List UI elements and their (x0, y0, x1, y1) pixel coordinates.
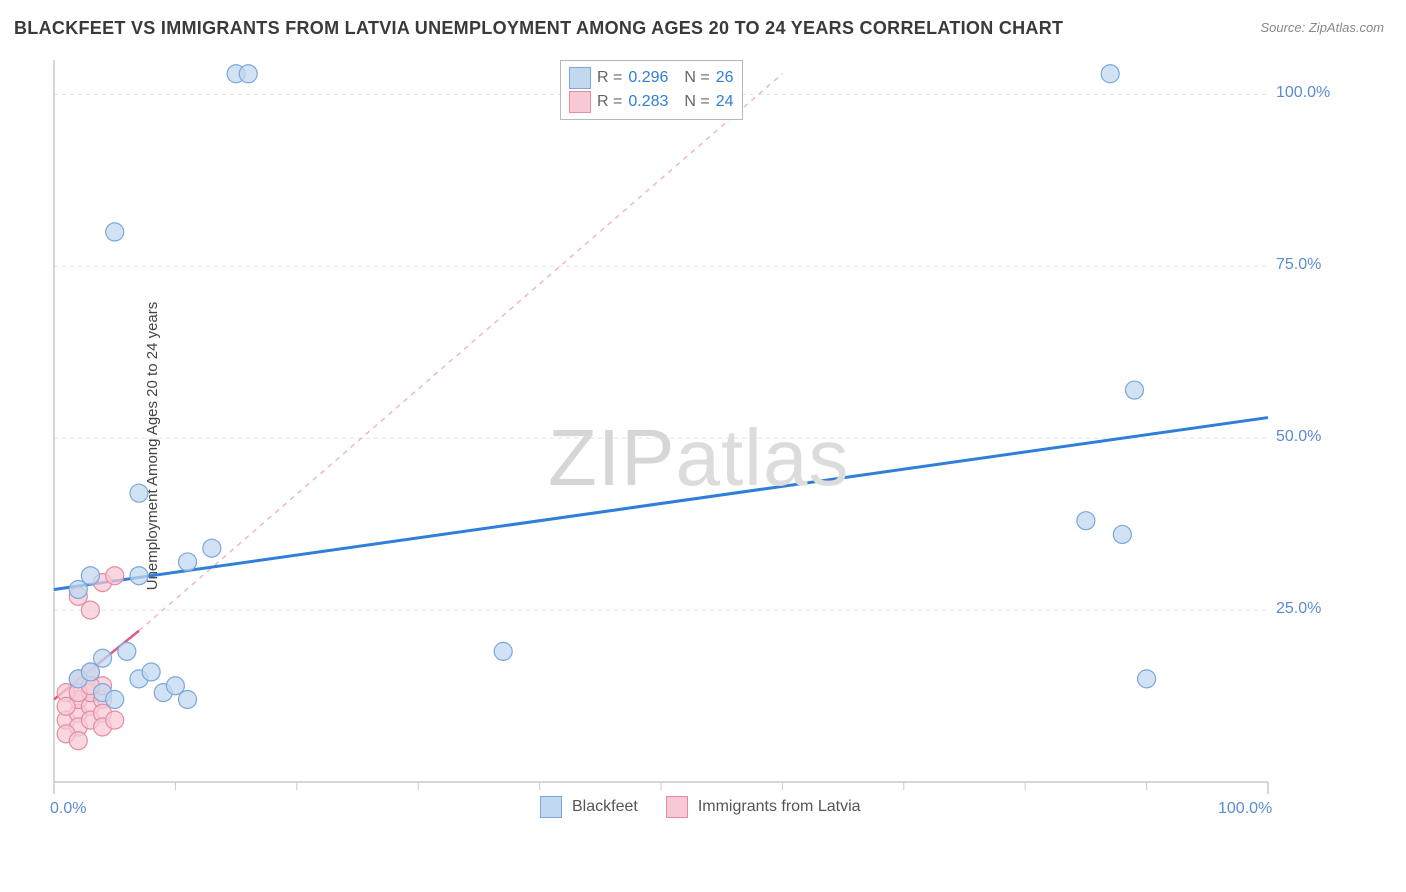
series-swatch (666, 796, 688, 818)
x-tick-label: 100.0% (1218, 800, 1272, 818)
legend-label: Immigrants from Latvia (698, 798, 861, 816)
source-attribution: Source: ZipAtlas.com (1260, 20, 1384, 35)
y-tick-label: 100.0% (1276, 84, 1330, 102)
series-swatch (569, 67, 591, 89)
plot-area: ZIPatlas (48, 52, 1328, 822)
series-swatch (540, 796, 562, 818)
stats-row: R = 0.283 N = 24 (569, 91, 734, 113)
y-tick-label: 75.0% (1276, 256, 1321, 274)
legend-label: Blackfeet (572, 798, 638, 816)
stat-r-value: 0.283 (628, 93, 668, 111)
stat-n-value: 26 (716, 69, 734, 87)
series-legend: Blackfeet Immigrants from Latvia (540, 796, 879, 818)
stat-n-label: N = (684, 93, 709, 111)
stat-r-value: 0.296 (628, 69, 668, 87)
stat-r-label: R = (597, 69, 622, 87)
correlation-stats-box: R = 0.296 N = 26 R = 0.283 N = 24 (560, 60, 743, 120)
y-tick-label: 25.0% (1276, 600, 1321, 618)
stat-n-value: 24 (716, 93, 734, 111)
x-tick-label: 0.0% (50, 800, 86, 818)
y-tick-label: 50.0% (1276, 428, 1321, 446)
stat-r-label: R = (597, 93, 622, 111)
stats-row: R = 0.296 N = 26 (569, 67, 734, 89)
stat-n-label: N = (684, 69, 709, 87)
chart-title: BLACKFEET VS IMMIGRANTS FROM LATVIA UNEM… (14, 18, 1063, 39)
series-swatch (569, 91, 591, 113)
scatter-chart (48, 52, 1328, 822)
